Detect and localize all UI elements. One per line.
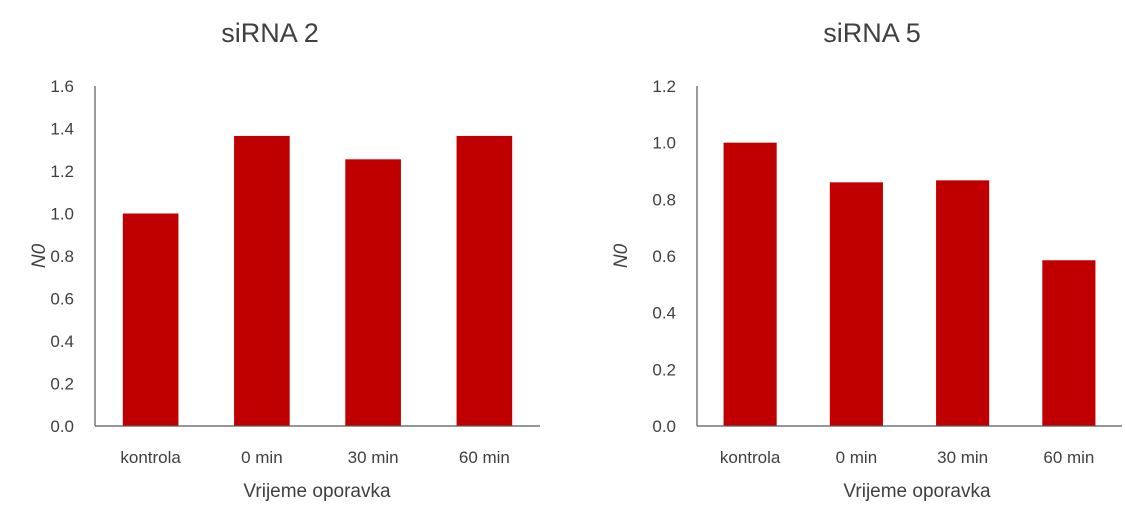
bars xyxy=(723,142,1096,426)
y-tick-label: 0.2 xyxy=(652,360,676,379)
y-tick-label: 0.6 xyxy=(50,290,74,309)
y-axis-label: N0 xyxy=(29,243,50,268)
y-axis-label: N0 xyxy=(611,243,632,268)
y-tick-label: 0.4 xyxy=(652,304,676,323)
y-tick-label: 0.6 xyxy=(652,247,676,266)
x-tick-label: 60 min xyxy=(1043,448,1094,467)
y-tick-label: 0.8 xyxy=(652,190,676,209)
x-tick-label: 0 min xyxy=(241,448,283,467)
y-tick-label: 1.2 xyxy=(652,77,676,96)
chart-sirna-5: siRNA 5 N0 Vrijeme oporavka 0.0 0.2 0.4 0.6… xyxy=(611,18,1122,502)
y-tick-label: 1.0 xyxy=(652,134,676,153)
x-tick-label: 30 min xyxy=(937,448,988,467)
x-tick-label: 0 min xyxy=(836,448,878,467)
y-tick-label: 0.2 xyxy=(50,375,74,394)
bar xyxy=(1042,260,1096,426)
y-tick-label: 0.0 xyxy=(50,417,74,436)
y-tick-label: 1.6 xyxy=(50,77,74,96)
bar xyxy=(234,135,290,426)
y-tick-labels: 0.0 0.2 0.4 0.6 0.8 1.0 1.2 xyxy=(652,77,676,436)
chart-title: siRNA 2 xyxy=(221,18,319,48)
x-axis-label: Vrijeme oporavka xyxy=(843,481,991,502)
bar xyxy=(456,135,513,426)
y-tick-label: 1.4 xyxy=(50,120,74,139)
x-tick-labels: kontrola 0 min 30 min 60 min xyxy=(720,448,1095,467)
chart-sirna-2: siRNA 2 N0 Vrijeme oporavka 0.0 0.2 0.4 0.6… xyxy=(29,18,540,502)
x-tick-labels: kontrola 0 min 30 min 60 min xyxy=(120,448,510,467)
y-tick-label: 0.0 xyxy=(652,417,676,436)
bars xyxy=(122,135,513,426)
x-tick-label: 30 min xyxy=(348,448,399,467)
bar xyxy=(829,182,883,426)
bar xyxy=(122,213,179,426)
x-tick-label: 60 min xyxy=(459,448,510,467)
bar xyxy=(723,142,777,426)
y-tick-label: 1.0 xyxy=(50,205,74,224)
x-tick-label: kontrola xyxy=(720,448,781,467)
x-tick-label: kontrola xyxy=(120,448,181,467)
bar xyxy=(345,159,401,426)
y-tick-label: 0.4 xyxy=(50,332,74,351)
chart-title: siRNA 5 xyxy=(823,18,921,48)
y-tick-label: 1.2 xyxy=(50,162,74,181)
x-axis-label: Vrijeme oporavka xyxy=(243,481,391,502)
y-tick-labels: 0.0 0.2 0.4 0.6 0.8 1.0 1.2 1.4 1.6 xyxy=(50,77,74,436)
bar xyxy=(936,180,990,426)
y-tick-label: 0.8 xyxy=(50,247,74,266)
